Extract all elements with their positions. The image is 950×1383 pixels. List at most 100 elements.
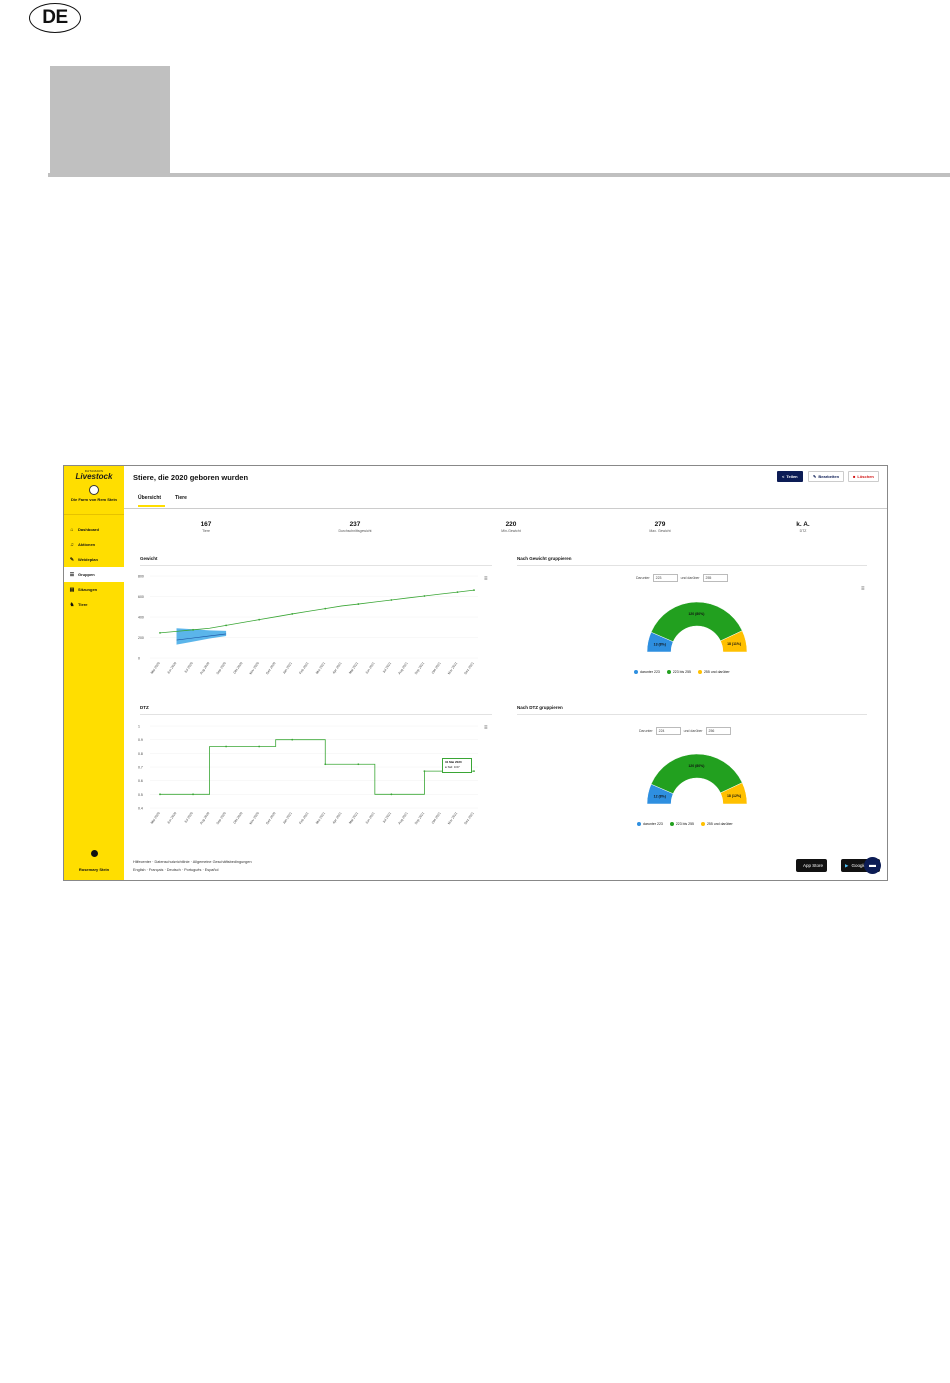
language-french[interactable]: Français <box>148 868 164 872</box>
legend-item-above[interactable]: 255 und darüber <box>697 670 730 675</box>
stat-dtz: k. A. DTZ <box>763 521 843 533</box>
slice-label: 13 (8%) <box>654 642 666 646</box>
x-tick-label: Jan 2021 <box>282 661 293 675</box>
language-english[interactable]: English <box>133 868 146 872</box>
sidebar-item-aktionen[interactable]: ♫ Aktionen <box>64 537 124 552</box>
gauge-legend: darunter 223 223 bis 255 255 und darüber <box>634 670 730 675</box>
main-content: Stiere, die 2020 geboren wurden < Teilen … <box>124 466 887 880</box>
user-menu[interactable]: Rosemary Stein <box>64 850 124 872</box>
below-threshold-input[interactable]: 223 <box>652 574 678 582</box>
legend-label: 223 bis 255 <box>672 670 691 674</box>
panel-divider <box>517 565 867 566</box>
legend-item-between[interactable]: 223 bis 255 <box>666 670 691 675</box>
x-tick-label: Okt 2021 <box>431 661 442 674</box>
stat-label: Durchschnittsgewicht <box>338 529 372 533</box>
y-tick-label: 1 <box>138 725 140 729</box>
chart-menu-icon[interactable]: ≡ <box>861 586 865 592</box>
data-point <box>225 745 228 748</box>
x-tick-label: Nov 2020 <box>249 811 260 825</box>
x-tick-label: Jul 2021 <box>382 811 393 824</box>
language-badge: DE <box>29 3 81 33</box>
legend-item-below[interactable]: darunter 223 <box>634 670 660 675</box>
edit-button[interactable]: ✎ Bearbeiten <box>808 471 845 482</box>
stat-value: 220 <box>505 521 517 528</box>
panel-divider <box>140 565 492 566</box>
sidebar-item-tiere[interactable]: ♞ Tiere <box>64 597 124 612</box>
panel-divider <box>140 714 492 715</box>
x-tick-label: Mrz 2021 <box>315 811 326 825</box>
chart-menu-icon[interactable]: ≡ <box>484 576 488 582</box>
share-button[interactable]: < Teilen <box>777 471 803 482</box>
language-spanish[interactable]: Español <box>204 868 219 872</box>
x-tick-label: Jun 2021 <box>365 811 376 825</box>
footer-links: Hilfecenter · Datenschutzrichtlinie · Al… <box>133 860 252 872</box>
sidebar-item-sitzungen[interactable]: ▤ Sitzungen <box>64 582 124 597</box>
sidebar-item-gruppen[interactable]: ☰ Gruppen <box>64 567 124 582</box>
legend-item-below[interactable]: darunter 223 <box>637 822 663 827</box>
file-icon: ▤ <box>69 586 75 593</box>
data-point <box>390 599 393 601</box>
tooltip-value: ● Std: 0.67 <box>445 765 460 769</box>
sidebar-item-label: Weideplan <box>78 557 98 562</box>
stat-animals: 167 Tiere <box>166 521 246 533</box>
data-point <box>159 631 161 634</box>
x-tick-label: Aug 2021 <box>397 661 408 675</box>
below-label: Darunter <box>636 576 650 580</box>
stat-max-weight: 279 Max. Gewicht <box>620 521 700 533</box>
sidebar-item-weideplan[interactable]: ✎ Weideplan <box>64 552 124 567</box>
x-tick-label: Jul 2020 <box>183 811 194 824</box>
gauge-slice <box>650 753 743 795</box>
x-tick-label: Aug 2020 <box>199 661 210 675</box>
data-point <box>357 603 360 605</box>
data-point <box>423 595 426 597</box>
dtz-chart-title: DTZ <box>140 705 149 710</box>
tab-tiere[interactable]: Tiere <box>175 495 187 501</box>
data-point <box>473 770 475 772</box>
language-portuguese[interactable]: Português <box>184 868 202 872</box>
share-icon: < <box>782 474 785 479</box>
below-threshold-input[interactable]: 224 <box>655 727 681 735</box>
above-threshold-input[interactable]: 255 <box>702 574 728 582</box>
y-tick-label: 800 <box>138 575 144 579</box>
data-point <box>192 793 194 796</box>
stat-value: 167 <box>200 521 212 528</box>
legend-dot <box>700 822 705 827</box>
y-tick-label: 0.9 <box>138 738 143 742</box>
legend-item-above[interactable]: 255 und darüber <box>700 822 733 827</box>
app-logo[interactable]: Livestock <box>75 472 113 481</box>
cow-icon: ♞ <box>69 601 75 608</box>
sidebar-item-label: Tiere <box>78 602 88 607</box>
above-label: und darüber <box>683 729 703 733</box>
language-german[interactable]: Deutsch <box>166 868 181 872</box>
footer-link-terms[interactable]: Allgemeine Geschäftsbedingungen <box>192 860 252 864</box>
stat-min-weight: 220 Min-Gewicht <box>471 521 551 533</box>
series-line <box>160 739 474 795</box>
dtz-group-title: Nach DTZ gruppieren <box>517 705 563 710</box>
app-store-button[interactable]: App Store <box>796 859 828 872</box>
legend-label: 255 und darüber <box>703 670 730 674</box>
legend-item-between[interactable]: 223 bis 255 <box>669 822 694 827</box>
chart-menu-icon[interactable]: ≡ <box>484 725 488 731</box>
sidebar-divider <box>64 514 124 515</box>
x-tick-label: Feb 2021 <box>298 661 309 675</box>
bell-icon: ♫ <box>70 541 74 548</box>
weight-gauge-chart: 13 (8%) 120 (80%) 18 (11%) <box>646 601 748 653</box>
tab-uebersicht[interactable]: Übersicht <box>138 495 166 507</box>
footer-link-help[interactable]: Hilfecenter <box>133 860 152 864</box>
footer-link-privacy[interactable]: Datenschutzrichtlinie <box>154 860 190 864</box>
delete-button[interactable]: ■ Löschen <box>848 471 879 482</box>
x-tick-label: Aug 2020 <box>199 811 210 825</box>
stat-value: 279 <box>654 521 666 528</box>
chat-button[interactable]: ▬ <box>864 857 881 874</box>
sidebar-item-dashboard[interactable]: ⌂ Dashboard <box>64 522 124 537</box>
x-tick-label: Sep 2021 <box>414 811 425 825</box>
legend-label: darunter 223 <box>640 670 660 674</box>
above-threshold-input[interactable]: 256 <box>705 727 731 735</box>
farm-name[interactable]: Die Farm von Rem Stein <box>70 497 117 502</box>
y-tick-label: 0.7 <box>138 766 143 770</box>
slice-label: 12 (8%) <box>654 794 666 798</box>
legend-dot <box>697 670 702 675</box>
x-tick-label: Mai 2021 <box>348 811 359 825</box>
stat-average-weight: 237 Durchschnittsgewicht <box>315 521 395 533</box>
legend-label: 255 und darüber <box>706 822 733 826</box>
